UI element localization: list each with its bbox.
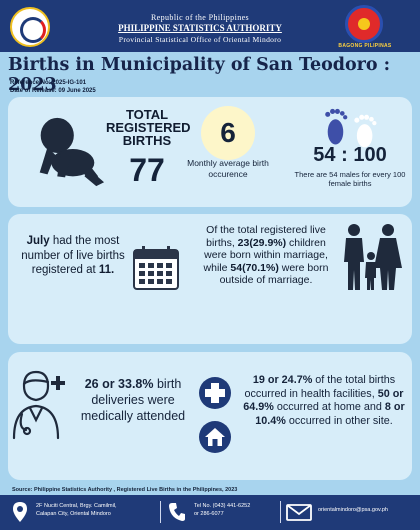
- delivery-panel: [8, 352, 412, 480]
- address-line-1: 2F Nuciti Central, Brgy. Camilmil,: [36, 503, 117, 509]
- email-icon: [286, 504, 312, 521]
- family-icon: [344, 224, 402, 290]
- baby-feet-icon: [325, 108, 377, 148]
- peak-month-text: July had the most number of live births …: [12, 234, 134, 278]
- medical-attended-desc: birth deliveries were medically attended: [80, 377, 186, 423]
- facility-text: 19 or 24.7% of the total births occurred…: [238, 374, 410, 428]
- marriage-mid: children were born within marriage, whil…: [203, 236, 328, 274]
- header-banner: Republic of the Philippines PHILIPPINE S…: [0, 0, 420, 52]
- page-title: Births in Municipality of San Teodoro : …: [8, 55, 391, 95]
- calendar-icon: [133, 246, 179, 290]
- home-count: 50 or 64.9%: [243, 387, 404, 414]
- facility-desc-3: occurred in other site.: [285, 414, 393, 427]
- health-facility-icon: [199, 377, 231, 409]
- monthly-average-value: 6: [201, 106, 255, 160]
- telephone-line-2: or 286-6077: [194, 511, 224, 517]
- health-facility-count: 19 or 24.7%: [252, 374, 313, 386]
- other-site-count: 8 or 10.4%: [255, 401, 405, 427]
- medical-attended-count: 26 or 33.8%: [84, 377, 154, 391]
- facility-desc-2: occurred at home and: [273, 401, 385, 414]
- home-icon: [199, 421, 231, 453]
- month-marriage-panel: [8, 214, 412, 344]
- within-marriage-count: 23(29.9%): [237, 236, 287, 249]
- total-births-label: TOTAL REGISTERED BIRTHS: [106, 107, 191, 148]
- telephone-line-1: Tel No. (043) 441-6252: [194, 503, 251, 509]
- bagong-pilipinas-logo: [345, 5, 383, 43]
- marriage-intro: Of the total registered live births,: [206, 224, 326, 249]
- sex-ratio-note: There are 54 males for every 100 female …: [294, 170, 406, 188]
- header-agency: PHILIPPINE STATISTICS AUTHORITY: [118, 23, 282, 33]
- location-pin-icon: [13, 502, 27, 522]
- sex-ratio-value: 54 : 100: [313, 144, 387, 166]
- medical-attended-text: 26 or 33.8% birth deliveries were medica…: [74, 376, 192, 424]
- peak-month-count: 11.: [98, 264, 115, 276]
- release-date: Date of Release: 09 June 2025: [10, 88, 96, 94]
- phone-icon: [169, 503, 185, 521]
- marriage-text: Of the total registered live births, 23(…: [196, 224, 336, 287]
- total-births-value: 77: [129, 152, 165, 188]
- doctor-icon: [12, 370, 65, 440]
- facility-desc-1: of the total births occurred in health f…: [244, 374, 396, 400]
- source-note: Source: Philippine Statistics Authority …: [12, 487, 238, 493]
- email-address: orientalmindoro@psa.gov.ph: [318, 507, 388, 513]
- reference-number: Reference No: 2025-IG-101: [10, 80, 87, 86]
- header-republic: Republic of the Philippines: [150, 13, 250, 22]
- crawling-baby-icon: [39, 117, 105, 187]
- bagong-pilipinas-text: BAGONG PILIPINAS: [338, 43, 392, 49]
- outside-marriage-count: 54(70.1%): [230, 261, 279, 274]
- marriage-end: were born outside of marriage.: [219, 261, 329, 287]
- footer-divider-1: [160, 501, 161, 523]
- address-line-2: Calapan City, Oriental Mindoro: [36, 511, 111, 517]
- peak-month-desc: had the most number of live births regis…: [21, 235, 125, 276]
- footer: 2F Nuciti Central, Brgy. Camilmil, Calap…: [0, 495, 420, 530]
- monthly-average-label: Monthly average birth occurence: [187, 158, 269, 179]
- psa-logo: [10, 7, 50, 47]
- header-office: Provincial Statistical Office of Orienta…: [118, 35, 282, 44]
- peak-month: July: [26, 235, 50, 247]
- footer-divider-2: [280, 501, 281, 523]
